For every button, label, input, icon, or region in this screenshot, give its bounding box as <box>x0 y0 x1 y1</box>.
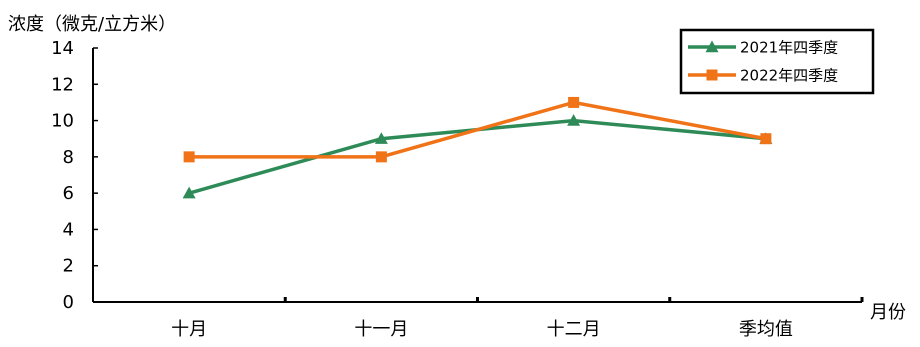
x-tick-label: 十一月 <box>354 319 408 340</box>
data-point <box>182 186 196 199</box>
series-layer <box>182 96 773 199</box>
series-line <box>189 100 767 159</box>
data-point <box>567 114 581 126</box>
series-2 <box>183 96 772 163</box>
x-axis-title: 月份 <box>870 302 906 323</box>
data-point <box>183 151 195 163</box>
legend-marker <box>706 69 718 81</box>
y-tick-label: 2 <box>63 256 74 277</box>
data-point <box>375 151 387 163</box>
legend-label: 2022年四季度 <box>740 67 838 85</box>
y-tick-label: 14 <box>51 38 74 59</box>
legend-marker <box>705 40 719 53</box>
data-point <box>374 132 388 144</box>
data-point <box>568 96 580 108</box>
y-tick-label: 0 <box>63 292 74 313</box>
axes: 0 2 4 6 8 10 12 14 十月 十一月 十二月 季均值 <box>51 38 864 340</box>
legend-item: 2021年四季度 <box>688 39 838 57</box>
x-tick-label: 十月 <box>171 319 207 340</box>
y-axis-title: 浓度（微克/立方米） <box>8 14 176 35</box>
legend-item: 2022年四季度 <box>688 67 838 85</box>
y-tick-label: 8 <box>63 147 74 168</box>
y-tick-label: 10 <box>51 111 74 132</box>
x-tick-label: 十二月 <box>547 319 601 340</box>
x-tick-label: 季均值 <box>739 319 793 340</box>
y-tick-label: 4 <box>63 219 74 240</box>
y-tick-label: 6 <box>63 183 74 204</box>
legend: 2021年四季度 2022年四季度 <box>679 28 875 95</box>
y-tick-label: 12 <box>51 74 74 95</box>
legend-label: 2021年四季度 <box>740 39 838 57</box>
legend-box <box>679 28 875 95</box>
data-point <box>760 133 772 145</box>
